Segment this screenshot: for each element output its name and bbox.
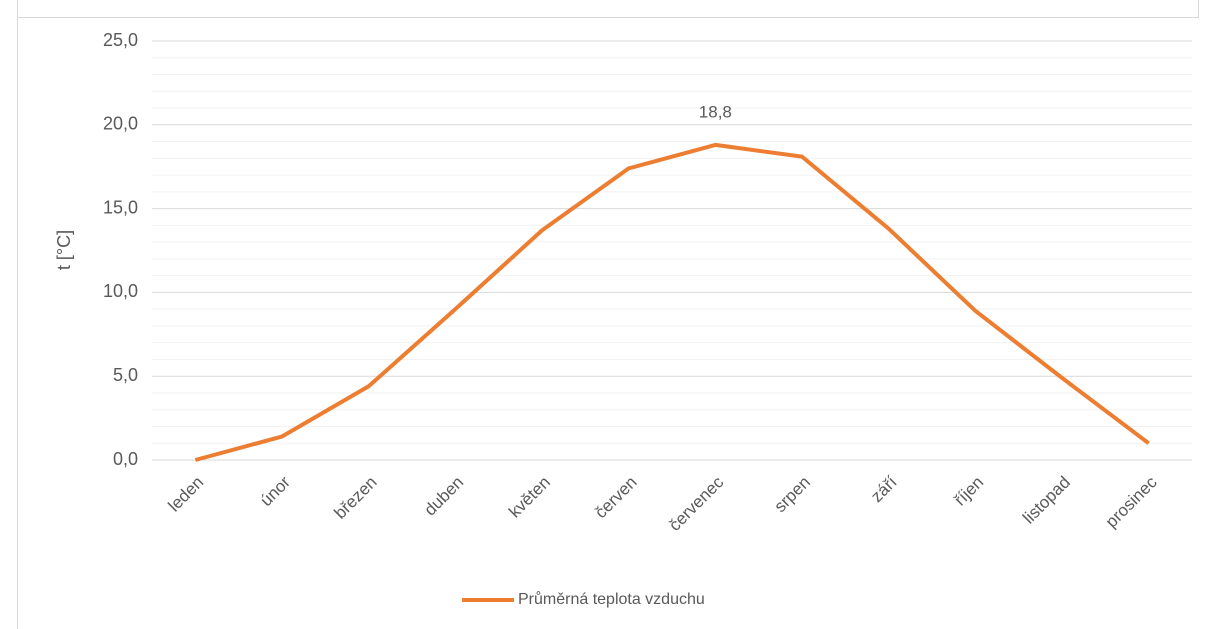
y-tick-label: 20,0 <box>103 114 138 134</box>
legend-label: Průměrná teplota vzduchu <box>518 590 705 608</box>
y-tick-label: 10,0 <box>103 281 138 301</box>
y-tick-label: 5,0 <box>113 365 138 385</box>
y-tick-label: 0,0 <box>113 449 138 469</box>
y-tick-label: 25,0 <box>103 30 138 50</box>
data-label: 18,8 <box>699 102 732 121</box>
y-tick-label: 15,0 <box>103 197 138 217</box>
y-axis-title: t [°C] <box>54 230 74 270</box>
line <box>194 142 1150 462</box>
